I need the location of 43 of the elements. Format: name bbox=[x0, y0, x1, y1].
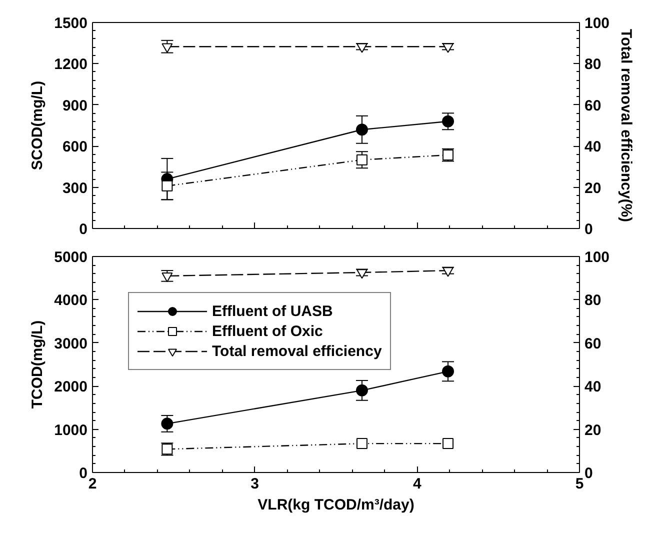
y2-tick-label: 100 bbox=[584, 249, 610, 266]
point bbox=[442, 365, 454, 378]
x-tick-label: 2 bbox=[88, 476, 97, 492]
y-tick-label: 5000 bbox=[54, 249, 88, 266]
legend-label: Total removal efficiency bbox=[212, 342, 382, 360]
y-tick-label: 1200 bbox=[54, 56, 88, 74]
y-tick-label: 0 bbox=[79, 221, 88, 238]
legend-label: Effluent of Oxic bbox=[212, 322, 323, 340]
x-tick-label: 5 bbox=[575, 476, 584, 492]
x-tick-label: 4 bbox=[412, 476, 422, 492]
y-axis-title: TCOD(mg/L) bbox=[29, 320, 46, 409]
x-tick-label: 3 bbox=[250, 476, 260, 492]
y-axis-title: SCOD(mg/L) bbox=[29, 80, 46, 170]
point bbox=[162, 180, 173, 192]
y-tick-label: 600 bbox=[62, 138, 88, 156]
y2-tick-label: 80 bbox=[584, 56, 602, 74]
y-tick-label: 300 bbox=[62, 180, 88, 197]
y-tick-label: 0 bbox=[79, 465, 88, 482]
point bbox=[161, 418, 174, 430]
y2-tick-label: 20 bbox=[584, 180, 602, 197]
y2-tick-label: 80 bbox=[584, 292, 602, 310]
point bbox=[356, 438, 368, 450]
x-axis-title: VLR(kg TCOD/m³/day) bbox=[258, 496, 414, 514]
y2-tick-label: 20 bbox=[584, 422, 602, 439]
y2-tick-label: 100 bbox=[584, 15, 610, 32]
y2-tick-label: 40 bbox=[584, 138, 602, 156]
y-tick-label: 1500 bbox=[54, 15, 88, 32]
legend-label: Effluent of UASB bbox=[212, 302, 333, 320]
point bbox=[442, 115, 454, 128]
y2-tick-label: 0 bbox=[584, 221, 593, 238]
y-tick-label: 4000 bbox=[54, 292, 88, 310]
y2-tick-label: 60 bbox=[584, 335, 602, 352]
point bbox=[356, 384, 368, 396]
y-tick-label: 2000 bbox=[54, 378, 88, 396]
y2-tick-label: 0 bbox=[584, 465, 593, 482]
y-tick-label: 3000 bbox=[54, 335, 88, 352]
point bbox=[356, 154, 368, 166]
y2-tick-label: 60 bbox=[584, 97, 602, 114]
y-tick-label: 900 bbox=[62, 97, 88, 114]
y2-axis-title: Total removal efficiency(%) bbox=[618, 28, 635, 222]
y-tick-label: 1000 bbox=[54, 422, 88, 439]
y2-tick-label: 40 bbox=[584, 378, 602, 396]
point bbox=[356, 124, 368, 136]
